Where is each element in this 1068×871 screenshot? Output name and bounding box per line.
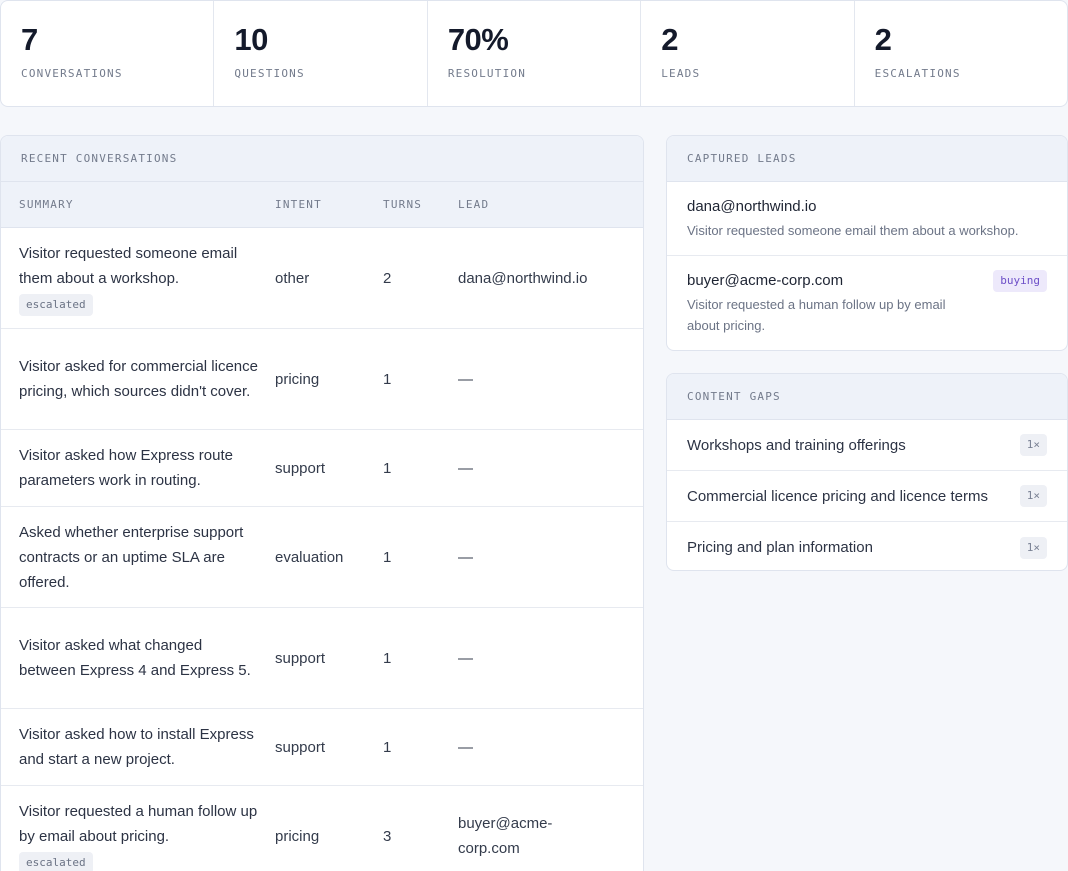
table-row[interactable]: Asked whether enterprise support contrac… <box>1 507 643 608</box>
stat-value: 10 <box>234 22 268 57</box>
lead-cell: dana@northwind.io <box>458 269 588 287</box>
lead-item[interactable]: dana@northwind.io Visitor requested some… <box>667 182 1067 256</box>
table-header: SUMMARY INTENT TURNS LEAD <box>1 182 643 228</box>
panel-title: CAPTURED LEADS <box>667 136 1067 182</box>
stat-value: 70% <box>447 22 509 57</box>
escalated-badge: escalated <box>19 293 93 316</box>
table-row[interactable]: Visitor asked how to install Express and… <box>1 709 643 786</box>
summary-text: Visitor asked for commercial licence pri… <box>19 358 258 400</box>
stat-label: ESCALATIONS <box>874 67 961 80</box>
gap-topic: Commercial licence pricing and licence t… <box>687 487 988 505</box>
table-row[interactable]: Visitor asked how Express route paramete… <box>1 430 643 507</box>
lead-summary: Visitor requested someone email them abo… <box>687 223 1019 238</box>
panel-title: CONTENT GAPS <box>667 374 1067 420</box>
gap-count-badge: 1× <box>1019 434 1047 456</box>
lead-email: buyer@acme-corp.com <box>687 272 844 289</box>
stats-bar: 7 CONVERSATIONS 10 QUESTIONS 70% RESOLUT… <box>0 0 1068 107</box>
summary-cell: Visitor asked how Express route paramete… <box>1 443 275 493</box>
turns-cell: 1 <box>383 370 392 388</box>
panel-title: RECENT CONVERSATIONS <box>1 136 643 182</box>
table-row[interactable]: Visitor asked what changed between Expre… <box>1 608 643 709</box>
summary-text: Asked whether enterprise support contrac… <box>19 523 244 591</box>
stat-escalations: 2 ESCALATIONS <box>855 1 1067 106</box>
turns-cell: 2 <box>383 269 392 287</box>
summary-text: Visitor asked what changed between Expre… <box>19 637 251 679</box>
lead-cell: — <box>458 459 473 477</box>
lead-cell: — <box>458 649 473 667</box>
intent-cell: support <box>275 738 326 756</box>
summary-text: Visitor asked how to install Express and… <box>19 726 254 768</box>
captured-leads-panel: CAPTURED LEADS dana@northwind.io Visitor… <box>666 135 1068 351</box>
intent-cell: pricing <box>275 827 320 845</box>
escalated-badge: escalated <box>19 851 93 871</box>
summary-text: Visitor requested a human follow up by e… <box>19 802 258 845</box>
stat-label: QUESTIONS <box>234 67 305 80</box>
gap-topic: Pricing and plan information <box>687 539 873 556</box>
gap-item[interactable]: Pricing and plan information 1× <box>667 522 1067 570</box>
lead-item[interactable]: buyer@acme-corp.com Visitor requested a … <box>667 256 1067 350</box>
turns-cell: 1 <box>383 649 392 667</box>
summary-text: Visitor requested someone email them abo… <box>19 244 238 287</box>
turns-cell: 1 <box>383 548 392 566</box>
column-header-lead: LEAD <box>458 198 490 211</box>
lead-cell: — <box>458 370 473 388</box>
stat-value: 2 <box>874 22 892 57</box>
lead-summary: Visitor requested a human follow up by e… <box>687 297 946 333</box>
intent-cell: support <box>275 459 326 477</box>
content-gaps-panel: CONTENT GAPS Workshops and training offe… <box>666 373 1068 571</box>
gap-item[interactable]: Workshops and training offerings 1× <box>667 420 1067 471</box>
stat-label: RESOLUTION <box>447 67 527 80</box>
recent-conversations-panel: RECENT CONVERSATIONS SUMMARY INTENT TURN… <box>0 135 644 871</box>
gap-count-badge: 1× <box>1019 536 1047 559</box>
intent-cell: support <box>275 649 326 667</box>
summary-cell: Visitor asked what changed between Expre… <box>1 633 275 683</box>
lead-cell: — <box>458 548 473 566</box>
column-header-summary: SUMMARY <box>19 198 74 211</box>
lead-email: dana@northwind.io <box>687 198 817 215</box>
turns-cell: 3 <box>383 827 392 845</box>
gap-topic: Workshops and training offerings <box>687 436 906 454</box>
stat-label: CONVERSATIONS <box>21 67 123 80</box>
lead-cell: buyer@acme-corp.com <box>458 815 553 857</box>
turns-cell: 1 <box>383 738 392 756</box>
summary-text: Visitor asked how Express route paramete… <box>19 447 233 489</box>
gap-item[interactable]: Commercial licence pricing and licence t… <box>667 471 1067 522</box>
stat-value: 2 <box>661 22 678 57</box>
summary-cell: Visitor requested a human follow up by e… <box>1 799 275 871</box>
summary-cell: Visitor asked how to install Express and… <box>1 722 275 772</box>
buying-badge: buying <box>993 270 1047 292</box>
summary-cell: Visitor requested someone email them abo… <box>1 241 275 316</box>
intent-cell: other <box>275 269 310 287</box>
lead-cell: — <box>458 738 473 756</box>
intent-cell: pricing <box>275 370 320 388</box>
table-row[interactable]: Visitor requested someone email them abo… <box>1 228 643 329</box>
stat-value: 7 <box>21 22 38 57</box>
gap-count-badge: 1× <box>1019 485 1047 507</box>
summary-cell: Visitor asked for commercial licence pri… <box>1 354 275 404</box>
stat-conversations: 7 CONVERSATIONS <box>1 1 215 106</box>
table-row[interactable]: Visitor requested a human follow up by e… <box>1 786 643 871</box>
stat-label: LEADS <box>661 67 701 80</box>
summary-cell: Asked whether enterprise support contrac… <box>1 520 275 595</box>
stat-leads: 2 LEADS <box>641 1 855 106</box>
column-header-intent: INTENT <box>275 198 322 211</box>
stat-resolution: 70% RESOLUTION <box>428 1 642 106</box>
intent-cell: evaluation <box>275 548 344 566</box>
table-row[interactable]: Visitor asked for commercial licence pri… <box>1 329 643 430</box>
turns-cell: 1 <box>383 459 392 477</box>
stat-questions: 10 QUESTIONS <box>214 1 428 106</box>
column-header-turns: TURNS <box>383 198 423 211</box>
